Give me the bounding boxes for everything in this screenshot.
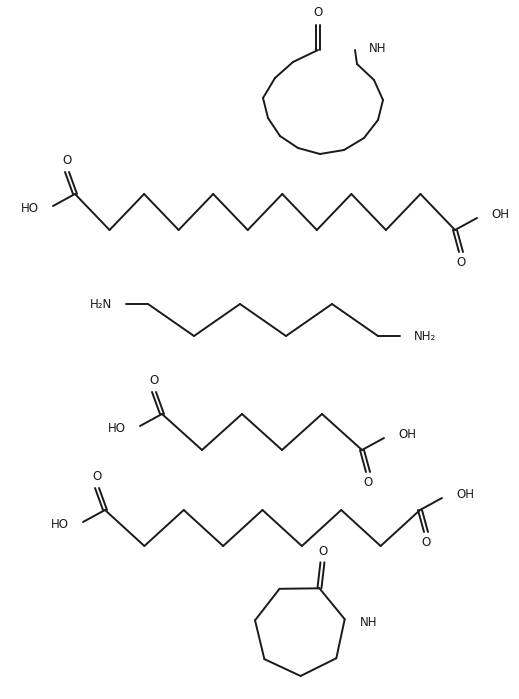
Text: HO: HO (108, 422, 126, 435)
Text: HO: HO (51, 519, 69, 531)
Text: NH: NH (369, 41, 387, 55)
Text: NH: NH (360, 616, 377, 628)
Text: OH: OH (398, 428, 416, 442)
Text: O: O (363, 477, 373, 489)
Text: H₂N: H₂N (90, 298, 112, 310)
Text: O: O (62, 154, 72, 168)
Text: O: O (421, 537, 431, 549)
Text: O: O (92, 470, 102, 484)
Text: O: O (319, 545, 328, 558)
Text: OH: OH (491, 208, 509, 222)
Text: O: O (456, 257, 466, 270)
Text: OH: OH (456, 489, 474, 501)
Text: O: O (149, 375, 159, 387)
Text: HO: HO (21, 203, 39, 215)
Text: NH₂: NH₂ (414, 329, 436, 343)
Text: O: O (313, 6, 323, 20)
